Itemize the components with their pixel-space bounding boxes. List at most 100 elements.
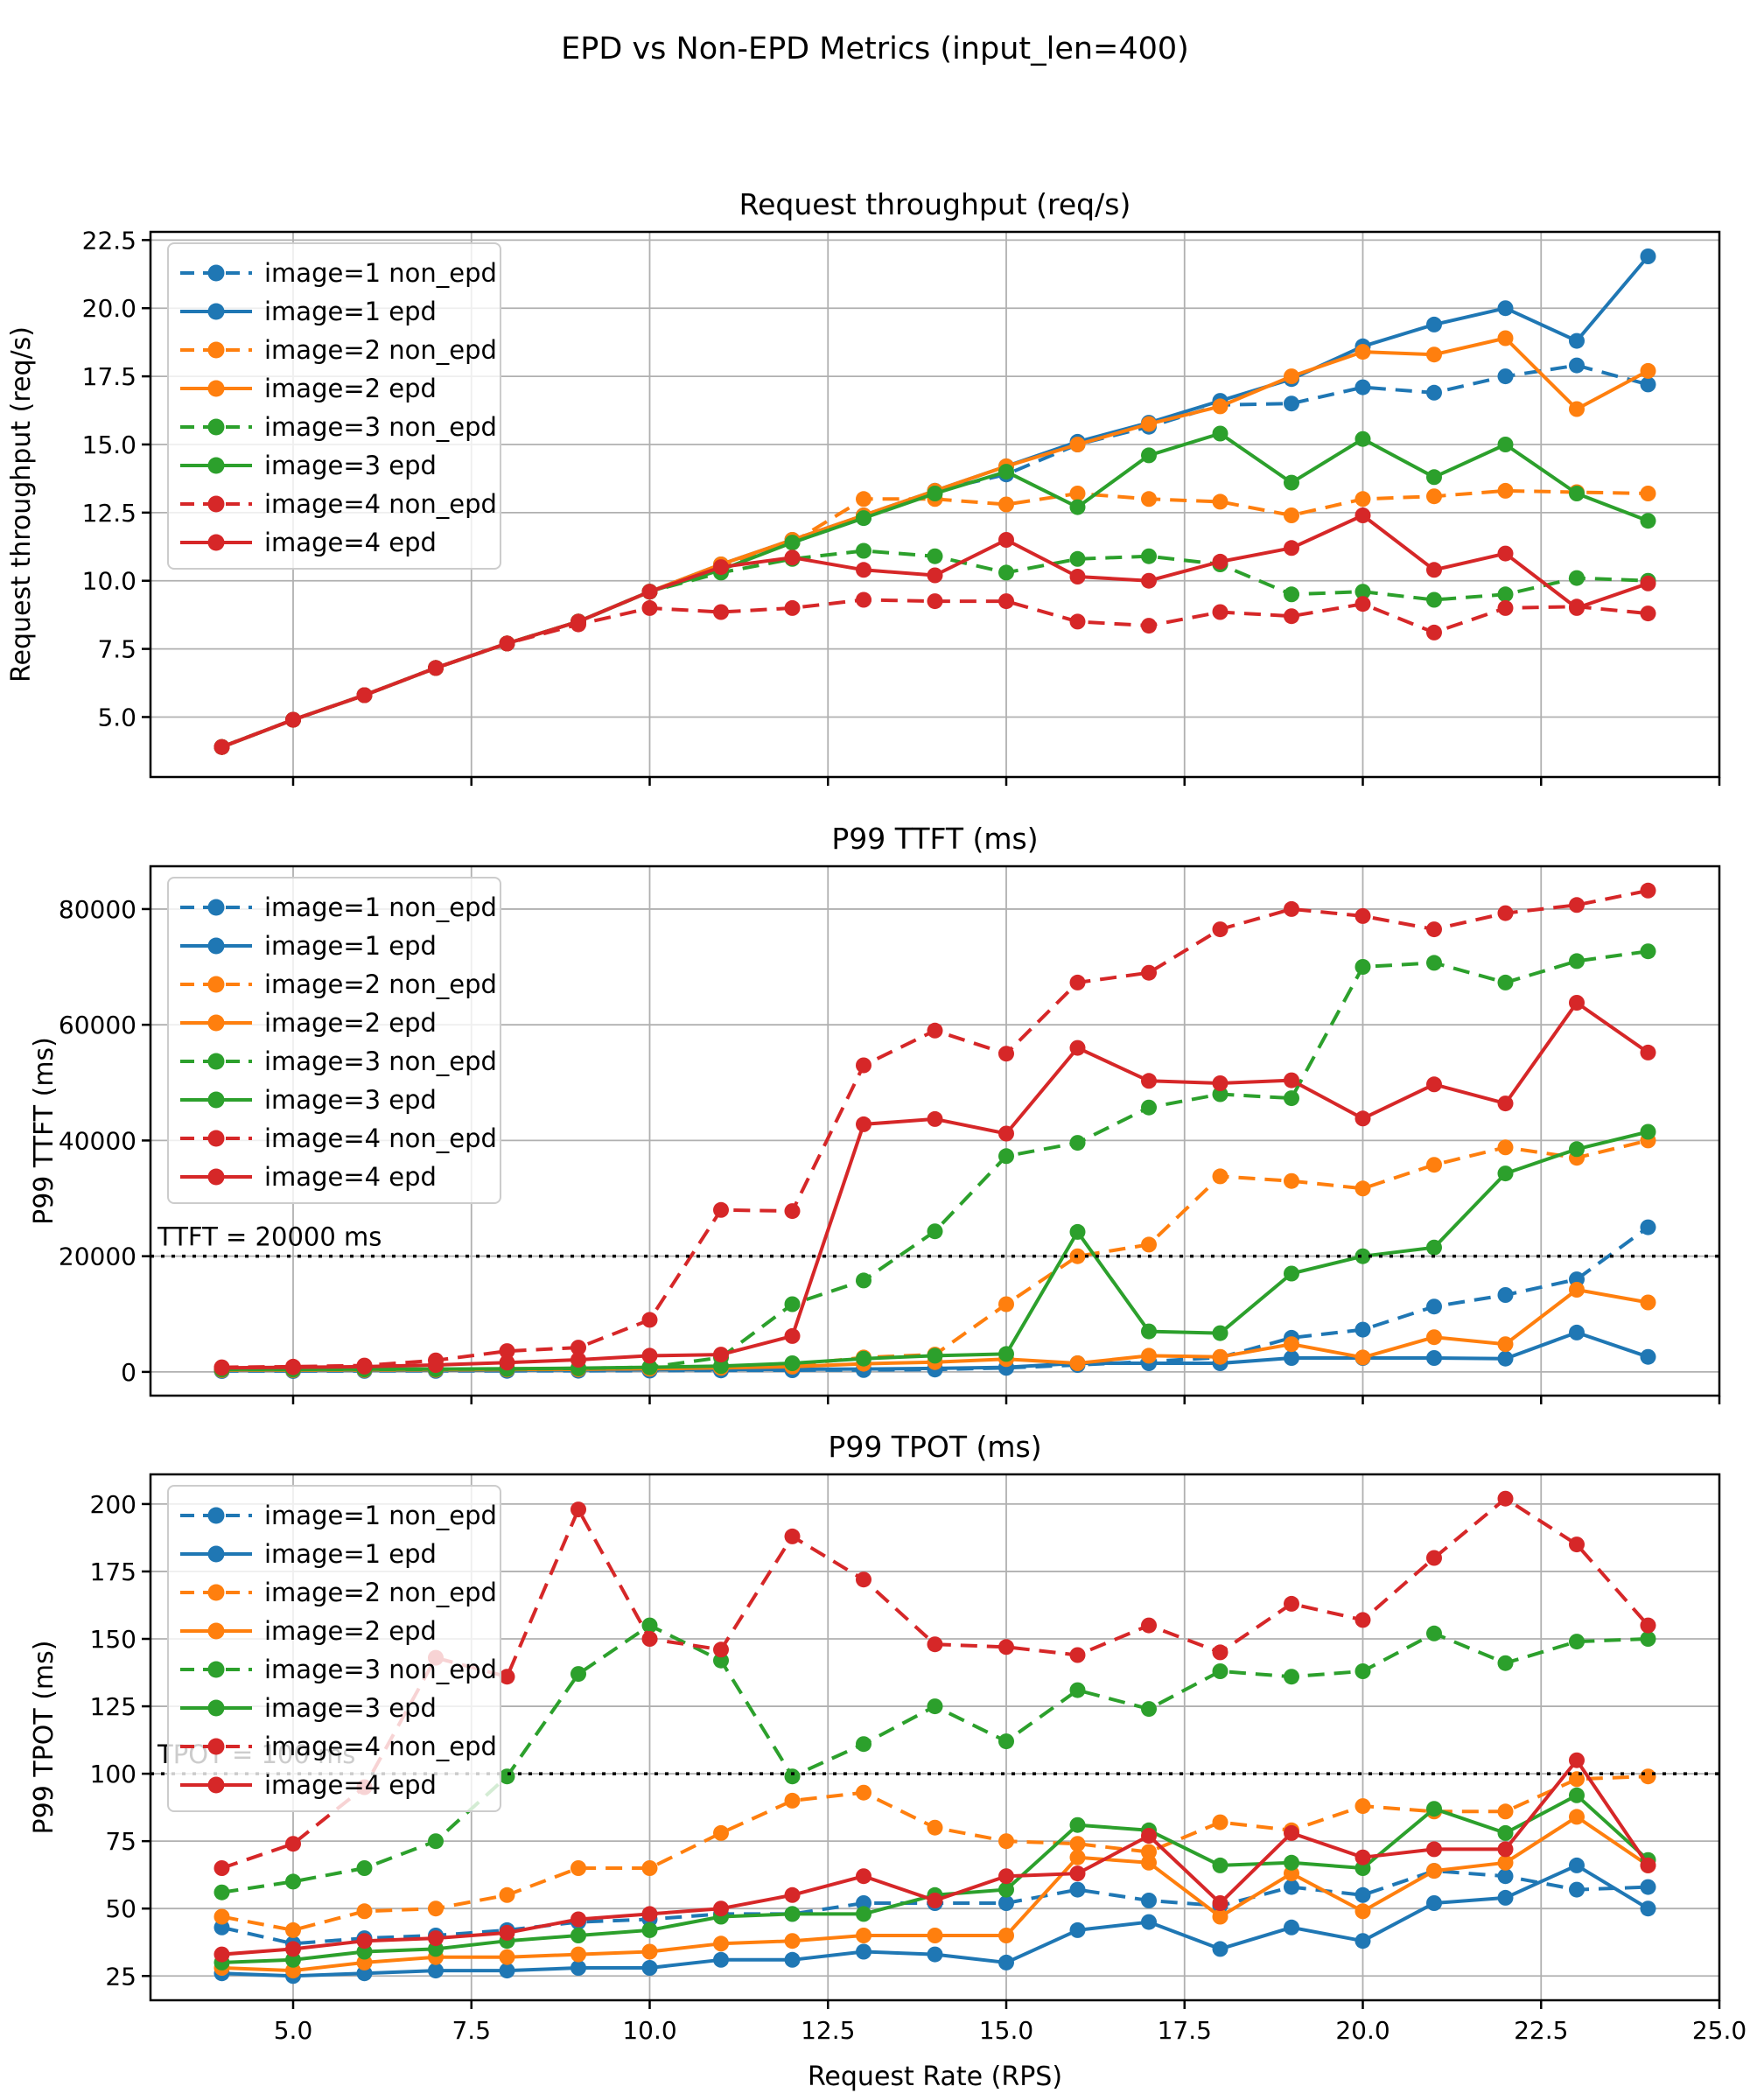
legend-label: image=2 non_epd — [264, 970, 497, 999]
data-point — [641, 584, 658, 600]
legend-marker — [207, 1584, 225, 1601]
data-point — [927, 1110, 943, 1127]
data-point — [570, 1860, 586, 1876]
data-point — [1497, 1854, 1514, 1871]
legend-label: image=4 epd — [264, 1162, 437, 1192]
legend-marker — [207, 380, 225, 397]
data-point — [356, 1903, 373, 1920]
legend-label: image=1 non_epd — [264, 892, 497, 922]
x-tick-label: 12.5 — [801, 2016, 855, 2045]
data-point — [499, 1354, 515, 1371]
threshold-label: TTFT = 20000 ms — [157, 1222, 382, 1252]
data-point — [998, 1868, 1014, 1885]
legend-label: image=3 epd — [264, 1085, 437, 1115]
axes-spines — [149, 864, 1721, 1397]
legend-label: image=1 epd — [264, 931, 437, 961]
legend-entry: image=2 epd — [180, 374, 437, 403]
data-point — [1212, 1663, 1228, 1679]
data-point — [856, 1116, 872, 1132]
legend-entry: image=4 non_epd — [180, 1124, 497, 1153]
data-point — [1141, 548, 1157, 564]
legend-label: image=2 epd — [264, 374, 437, 403]
legend-label: image=3 epd — [264, 1693, 437, 1723]
data-point — [998, 1296, 1014, 1312]
y-tick-label: 12.5 — [82, 499, 136, 528]
data-point — [285, 1922, 301, 1938]
y-tick-label: 75 — [105, 1827, 136, 1856]
data-point — [1284, 1879, 1299, 1895]
legend-label: image=4 epd — [264, 528, 437, 557]
data-point — [1497, 905, 1514, 921]
axes-spines — [149, 230, 1721, 779]
data-point — [428, 1930, 444, 1947]
data-point — [1569, 1752, 1585, 1768]
data-point — [1426, 1550, 1442, 1566]
data-point — [1640, 882, 1656, 899]
data-point — [713, 604, 729, 620]
data-point — [1497, 437, 1514, 452]
data-point — [1212, 604, 1228, 620]
legend-entry: image=2 epd — [180, 1616, 437, 1646]
data-point — [1497, 330, 1514, 346]
data-point — [1426, 562, 1442, 578]
data-point — [1284, 368, 1299, 385]
data-point — [1640, 248, 1656, 264]
data-point — [499, 1886, 515, 1903]
data-point — [784, 535, 801, 551]
data-point — [1212, 1168, 1228, 1185]
data-point — [856, 1350, 872, 1367]
data-point — [428, 1941, 444, 1957]
data-point — [1640, 1617, 1656, 1634]
data-point — [1640, 1857, 1656, 1873]
data-point — [1284, 474, 1299, 491]
data-point — [356, 1965, 373, 1982]
data-point — [570, 1960, 586, 1976]
data-point — [214, 1360, 230, 1376]
legend: image=1 non_epd image=1 epd image=2 non_ep… — [167, 1485, 501, 1812]
data-point — [1640, 1044, 1656, 1060]
data-point — [1497, 1139, 1514, 1156]
data-point — [356, 1358, 373, 1375]
data-point — [285, 1836, 301, 1852]
data-point — [1212, 1644, 1228, 1661]
series-image-1-epd — [214, 1857, 1656, 1984]
data-point — [1354, 344, 1371, 360]
data-point — [1354, 907, 1371, 924]
data-point — [1426, 955, 1442, 971]
data-point — [1141, 1617, 1157, 1634]
legend-entry: image=1 non_epd — [180, 258, 497, 288]
data-point — [1069, 1040, 1086, 1056]
data-point — [713, 1824, 729, 1841]
data-point — [499, 1768, 515, 1785]
legend-marker — [207, 341, 225, 359]
data-point — [998, 564, 1014, 581]
data-point — [1497, 545, 1514, 562]
y-tick-label: 200 — [90, 1490, 136, 1519]
data-point — [1569, 1857, 1585, 1873]
data-point — [1141, 1844, 1157, 1860]
data-point — [1284, 1854, 1299, 1871]
data-point — [1284, 1824, 1299, 1841]
data-point — [1426, 1841, 1442, 1858]
data-point — [641, 1312, 658, 1328]
data-point — [1497, 1841, 1514, 1858]
legend-label: image=4 non_epd — [264, 1124, 497, 1153]
data-point — [499, 1343, 515, 1360]
subplot-p99-tpot: TPOT = 100 ms5.07.510.012.515.017.520.02… — [29, 1430, 1746, 2045]
figure-suptitle: EPD vs Non-EPD Metrics (input_len=400) — [561, 32, 1189, 66]
data-point — [641, 1906, 658, 1922]
data-point — [784, 1906, 801, 1922]
data-point — [1212, 1908, 1228, 1925]
data-point — [713, 1358, 729, 1375]
x-tick-label: 10.0 — [622, 2016, 676, 2045]
data-point — [1569, 1141, 1585, 1158]
data-point — [998, 1733, 1014, 1750]
data-point — [428, 1357, 444, 1373]
chart-title: P99 TPOT (ms) — [828, 1430, 1041, 1464]
data-point — [641, 1348, 658, 1364]
data-point — [927, 1636, 943, 1653]
legend-label: image=3 epd — [264, 451, 437, 480]
data-point — [1354, 584, 1371, 600]
